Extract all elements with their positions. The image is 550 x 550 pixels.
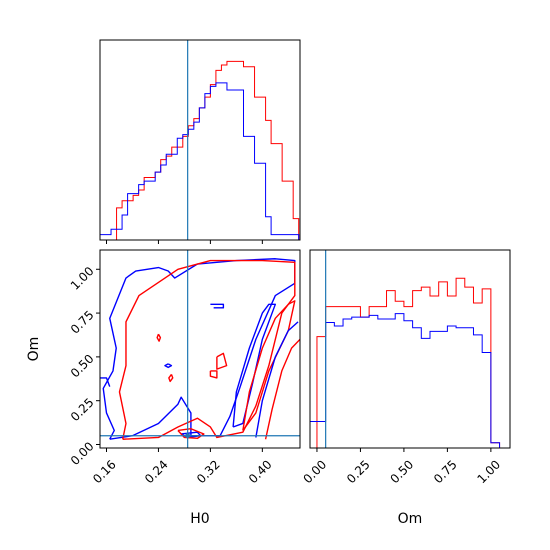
histogram-blue (310, 313, 510, 448)
hist-h0-panel (99, 39, 301, 244)
contour-red (216, 352, 228, 370)
x-tick-label: 0.25 (344, 457, 373, 486)
contour-blue (164, 363, 173, 369)
x-tick-label: 0.75 (431, 457, 460, 486)
x-tick-label: 0.00 (301, 457, 330, 486)
y-tick-label: 1.00 (68, 264, 97, 293)
contour-red (209, 370, 218, 379)
contour-blue (100, 377, 111, 387)
x-axis-label: H0 (190, 511, 209, 527)
x-tick-label: 1.00 (474, 457, 503, 486)
plot-area (100, 40, 300, 240)
x-tick-label: 0.16 (90, 457, 119, 486)
contour-blue (210, 303, 225, 309)
y-axis-label: Om (26, 337, 42, 362)
histogram-red (100, 60, 300, 240)
y-tick-label: 0.25 (68, 395, 97, 424)
truth-point (185, 433, 191, 439)
plot-frame (99, 249, 301, 449)
histogram-red (310, 277, 510, 448)
contour-blue (255, 321, 299, 438)
x-tick-label: 0.50 (387, 457, 416, 486)
plot-area (310, 250, 510, 448)
contour-blue (102, 258, 296, 440)
plot-area (100, 250, 300, 448)
histogram-blue (100, 82, 300, 240)
x-tick-label: 0.40 (246, 457, 275, 486)
contour-red (264, 338, 300, 440)
y-tick-label: 0.00 (68, 439, 97, 468)
hist-om-panel: 0.00 0.25 0.50 0.75 1.00 Om (301, 249, 511, 527)
contour-red (156, 333, 162, 342)
joint-contour-panel: 0.16 0.24 0.32 0.40 0.00 0.25 0.50 0.75 1.00 H0 Om (26, 249, 301, 527)
y-tick-label: 0.50 (68, 352, 97, 381)
plot-frame (99, 39, 301, 241)
x-tick-label: 0.24 (142, 457, 171, 486)
contour-red (242, 300, 296, 431)
x-axis-label: Om (398, 511, 423, 527)
plot-frame (309, 249, 511, 449)
x-tick-label: 0.32 (194, 457, 223, 486)
contour-red (118, 259, 296, 440)
y-tick-label: 0.75 (68, 308, 97, 337)
contour-red (168, 373, 174, 383)
